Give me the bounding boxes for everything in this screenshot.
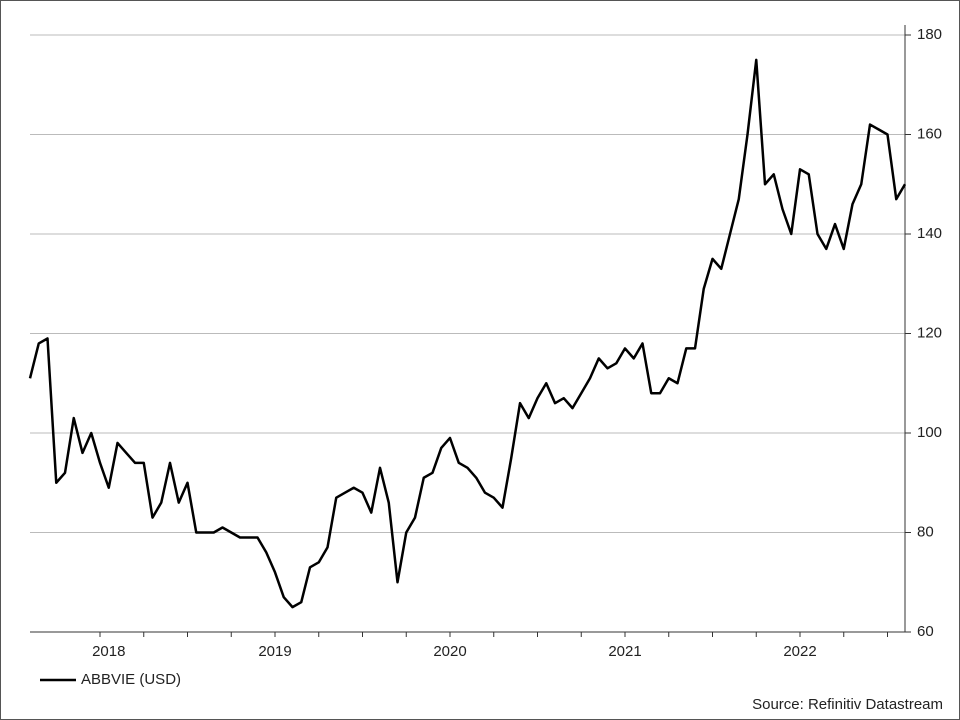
y-tick-label: 120 xyxy=(917,324,942,341)
y-tick-label: 100 xyxy=(917,424,942,441)
x-tick-label: 2018 xyxy=(92,643,125,660)
x-tick-label: 2019 xyxy=(258,643,291,660)
y-tick-label: 80 xyxy=(917,523,934,540)
y-tick-label: 140 xyxy=(917,225,942,242)
y-tick-label: 60 xyxy=(917,623,934,640)
x-tick-label: 2020 xyxy=(433,643,466,660)
x-tick-label: 2022 xyxy=(783,643,816,660)
legend-label: ABBVIE (USD) xyxy=(81,671,181,688)
y-tick-label: 160 xyxy=(917,125,942,142)
source-note: Source: Refinitiv Datastream xyxy=(752,696,943,713)
x-tick-label: 2021 xyxy=(608,643,641,660)
y-tick-label: 180 xyxy=(917,26,942,43)
data-line xyxy=(28,58,907,609)
